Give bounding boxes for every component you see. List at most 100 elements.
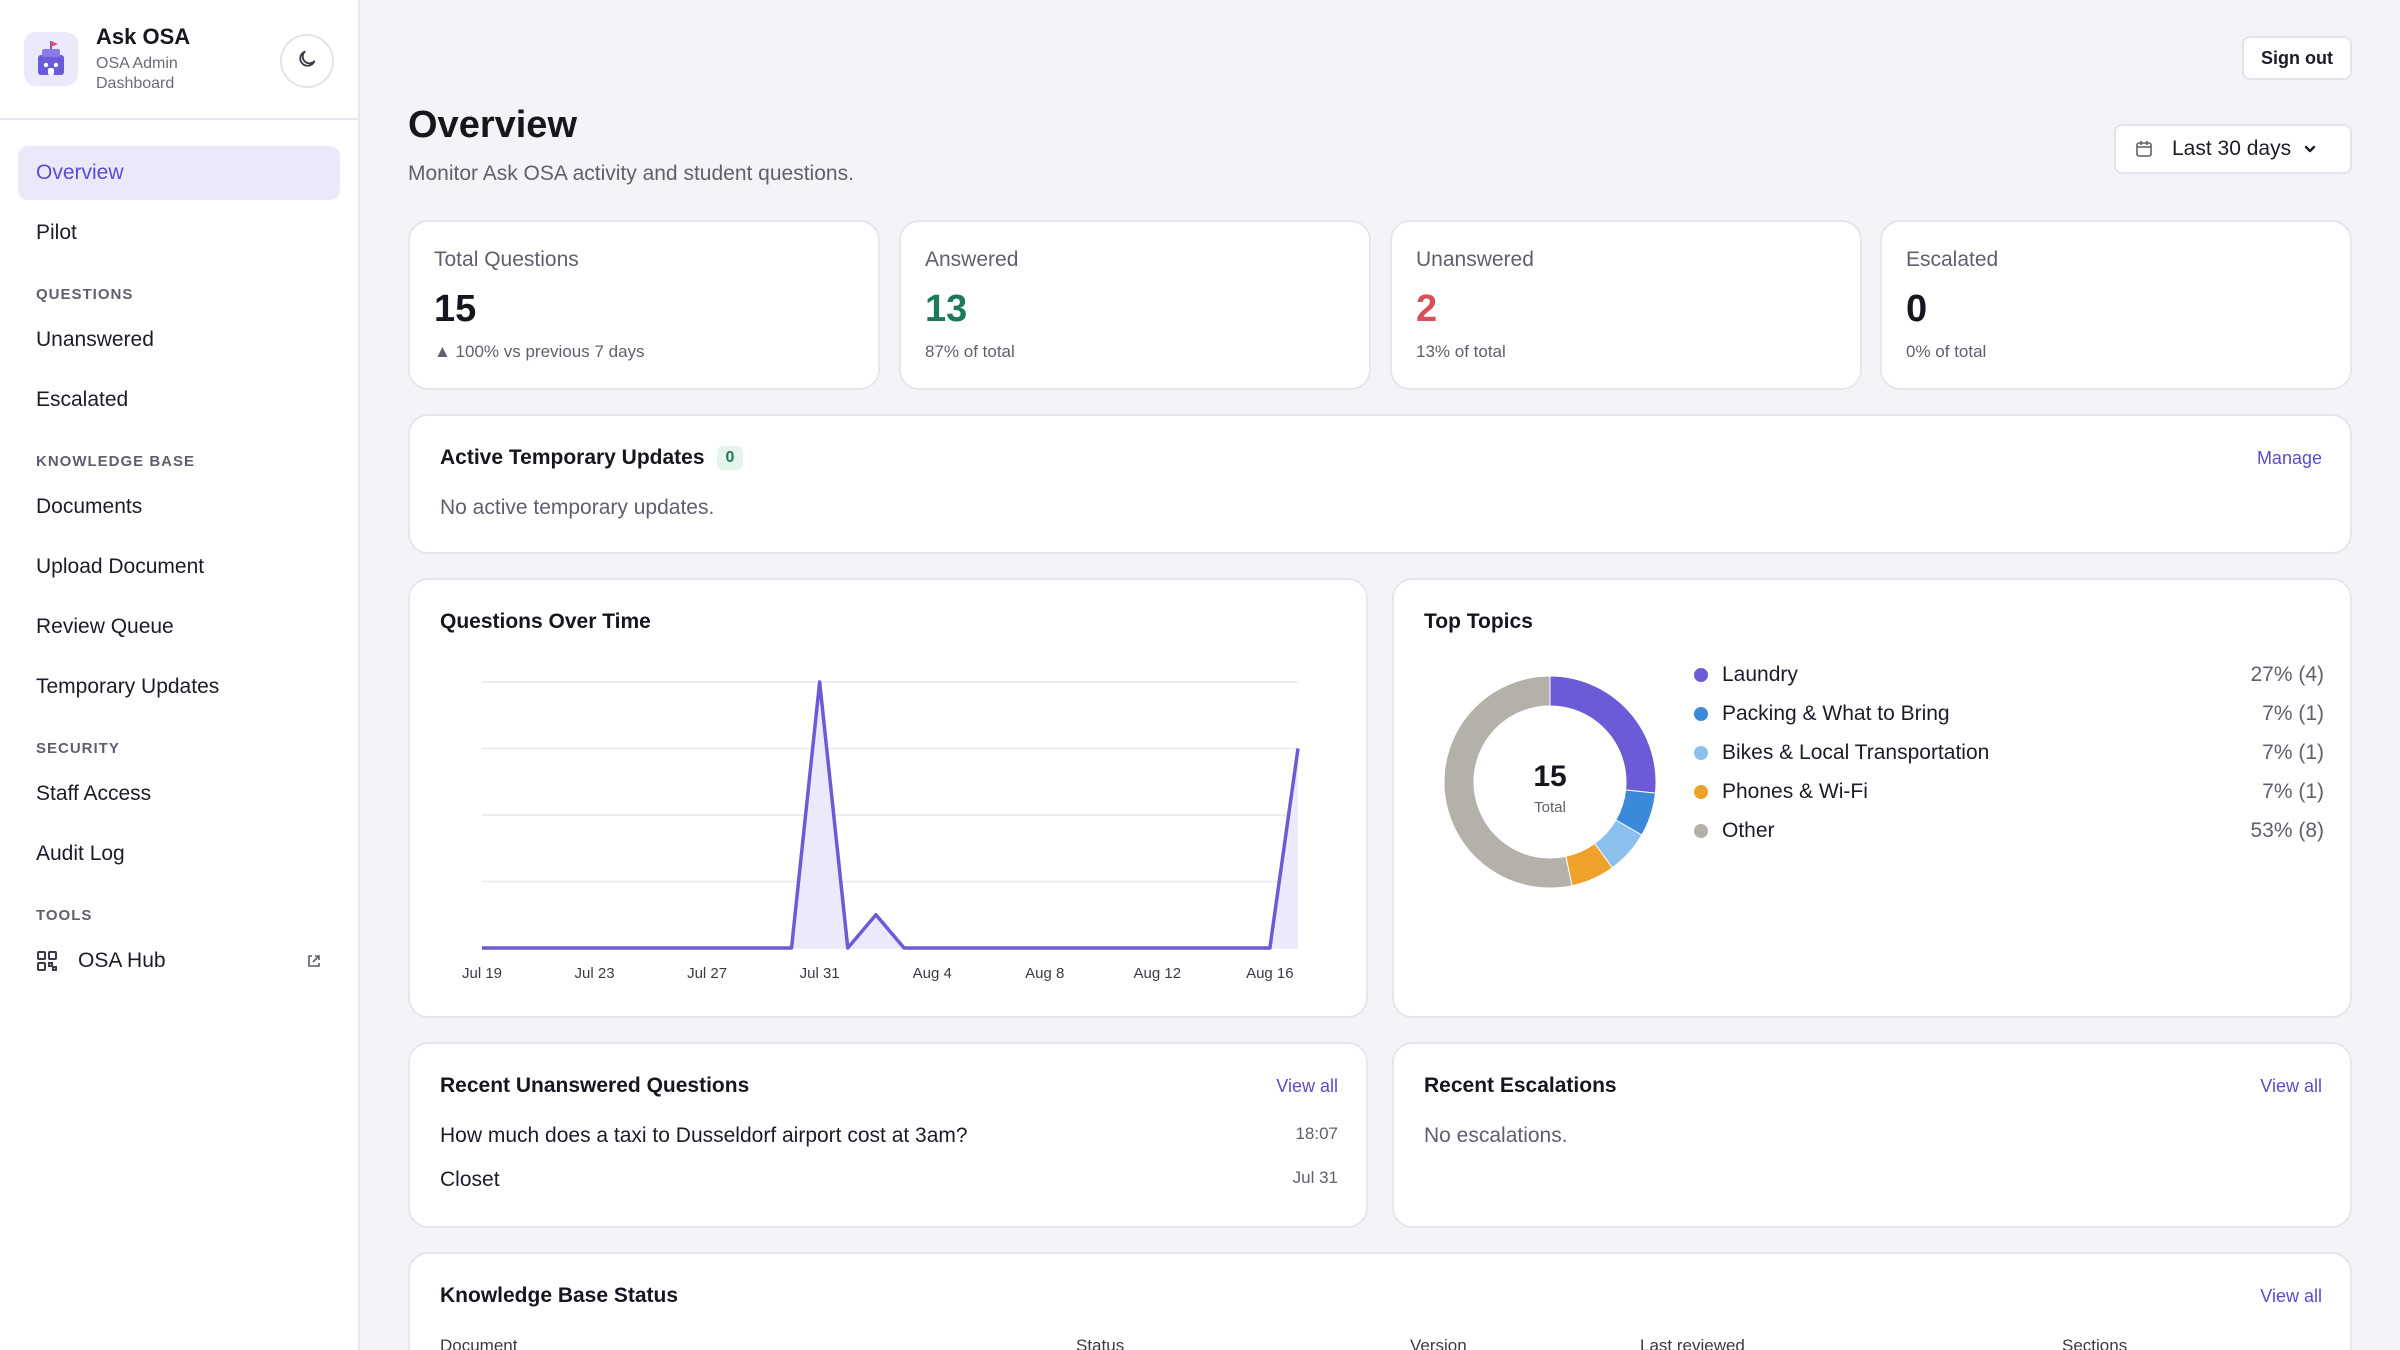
count-badge: 0 xyxy=(716,446,744,470)
top-topics-card: Top Topics 15 Total Laundry 27% (4) Packing… xyxy=(1392,578,2352,1018)
questions-over-time-card: Questions Over Time Jul 19 Jul 23 Jul 27 Ju… xyxy=(408,578,1368,1018)
sidebar-section-security: SECURITY xyxy=(36,740,120,757)
sidebar-nav: Overview Pilot QUESTIONS Unanswered Esca… xyxy=(0,120,358,988)
sidebar-item-label: Escalated xyxy=(36,388,129,411)
sidebar-item-upload-document[interactable]: Upload Document xyxy=(18,540,340,594)
legend-item: Packing & What to Bring 7% (1) xyxy=(1694,694,2324,733)
legend-dot xyxy=(1694,745,1708,760)
column-header-version[interactable]: Version xyxy=(1410,1336,1467,1350)
legend-label: Laundry xyxy=(1722,662,1798,686)
manage-link[interactable]: Manage xyxy=(2256,448,2322,468)
sidebar-item-documents[interactable]: Documents xyxy=(18,480,340,534)
sidebar-item-label: Overview xyxy=(36,161,124,184)
legend-label: Packing & What to Bring xyxy=(1722,701,1950,725)
x-tick-label: Aug 8 xyxy=(1025,965,1064,982)
stat-percent: 0% of total xyxy=(1906,342,1987,361)
sign-out-button[interactable]: Sign out xyxy=(2242,36,2352,80)
view-all-link[interactable]: View all xyxy=(2260,1076,2322,1096)
legend-value: 53% (8) xyxy=(2250,818,2324,842)
chart-title: Top Topics xyxy=(1424,610,1533,633)
sidebar-item-escalated[interactable]: Escalated xyxy=(18,373,340,427)
sidebar-item-review-queue[interactable]: Review Queue xyxy=(18,600,340,654)
card-title: Recent Unanswered Questions xyxy=(440,1074,750,1097)
sidebar-item-label: Staff Access xyxy=(36,782,152,805)
view-all-link[interactable]: View all xyxy=(1276,1076,1338,1096)
questions-line-chart: Jul 19 Jul 23 Jul 27 Jul 31 Aug 4 Aug 8 Aug 12… xyxy=(462,680,1300,982)
column-header-last-reviewed[interactable]: Last reviewed xyxy=(1640,1336,1745,1350)
column-header-status[interactable]: Status xyxy=(1076,1336,1125,1350)
sidebar-item-staff-access[interactable]: Staff Access xyxy=(18,767,340,821)
sidebar-item-audit-log[interactable]: Audit Log xyxy=(18,827,340,881)
temporary-updates-card: Active Temporary Updates 0 Manage No acti… xyxy=(408,414,2352,554)
legend-dot xyxy=(1694,823,1708,838)
column-header-document[interactable]: Document xyxy=(440,1336,518,1350)
recent-escalations-card: Recent Escalations View all No escalatio… xyxy=(1392,1042,2352,1228)
sidebar-item-pilot[interactable]: Pilot xyxy=(18,206,340,260)
sidebar-item-osa-hub[interactable]: OSA Hub xyxy=(18,934,340,988)
empty-state-text: No escalations. xyxy=(1424,1124,1568,1147)
legend-item: Laundry 27% (4) xyxy=(1694,655,2324,694)
app-subtitle: OSA Admin Dashboard xyxy=(96,55,178,92)
sidebar-item-label: OSA Hub xyxy=(78,949,166,972)
question-text: How much does a taxi to Dusseldorf airpo… xyxy=(440,1124,968,1147)
stat-label: Total Questions xyxy=(434,248,579,271)
stat-card-unanswered: Unanswered 2 13% of total xyxy=(1390,220,1862,390)
x-tick-label: Jul 27 xyxy=(687,965,727,982)
question-row[interactable]: Closet Jul 31 xyxy=(440,1168,1338,1192)
stat-value: 2 xyxy=(1416,288,1438,330)
topics-donut-chart: 15 Total xyxy=(1443,675,1657,889)
card-title: Recent Escalations xyxy=(1424,1074,1617,1097)
date-range-value: Last 30 days xyxy=(2172,137,2292,160)
column-header-sections[interactable]: Sections xyxy=(2062,1336,2128,1350)
stat-value: 0 xyxy=(1906,288,1928,330)
legend-value: 7% (1) xyxy=(2262,701,2324,725)
temporary-updates-title-text: Active Temporary Updates xyxy=(440,446,705,469)
x-tick-label: Jul 19 xyxy=(462,965,502,982)
series-line xyxy=(482,680,1300,950)
date-range-select[interactable]: Last 30 days xyxy=(2114,124,2352,174)
external-link-icon xyxy=(306,953,322,969)
sidebar-item-overview[interactable]: Overview xyxy=(18,146,340,200)
sidebar-section-questions: QUESTIONS xyxy=(36,286,134,303)
question-time: 18:07 xyxy=(1295,1124,1338,1143)
stat-percent: 87% of total xyxy=(925,342,1015,361)
sidebar-item-label: Upload Document xyxy=(36,555,205,578)
stat-card-escalated: Escalated 0 0% of total xyxy=(1880,220,2352,390)
sidebar-item-unanswered[interactable]: Unanswered xyxy=(18,313,340,367)
temporary-updates-title: Active Temporary Updates 0 xyxy=(440,446,744,470)
x-tick-label: Aug 16 xyxy=(1246,965,1294,982)
page-title: Overview xyxy=(408,104,577,146)
stat-value: 15 xyxy=(434,288,477,330)
sidebar-item-temporary-updates[interactable]: Temporary Updates xyxy=(18,660,340,714)
legend-item: Phones & Wi-Fi 7% (1) xyxy=(1694,772,2324,811)
stat-label: Unanswered xyxy=(1416,248,1534,271)
donut-center-value: 15 xyxy=(1533,760,1566,793)
legend-item: Bikes & Local Transportation 7% (1) xyxy=(1694,733,2324,772)
chart-title: Questions Over Time xyxy=(440,610,651,633)
sidebar-item-label: Documents xyxy=(36,495,143,518)
view-all-link[interactable]: View all xyxy=(2260,1286,2322,1306)
stat-trend: ▲ 100% vs previous 7 days xyxy=(434,342,645,361)
x-tick-label: Jul 23 xyxy=(575,965,615,982)
card-title: Knowledge Base Status xyxy=(440,1284,679,1307)
stat-value: 13 xyxy=(925,288,968,330)
x-tick-label: Jul 31 xyxy=(800,965,840,982)
legend-dot xyxy=(1694,706,1708,721)
sidebar-section-tools: TOOLS xyxy=(36,907,93,924)
theme-toggle-button[interactable] xyxy=(280,34,334,88)
page-subtitle: Monitor Ask OSA activity and student que… xyxy=(408,162,854,185)
sidebar-item-label: Unanswered xyxy=(36,328,154,351)
question-time: Jul 31 xyxy=(1292,1168,1338,1187)
question-text: Closet xyxy=(440,1168,500,1191)
stat-card-answered: Answered 13 87% of total xyxy=(899,220,1371,390)
x-tick-label: Aug 4 xyxy=(913,965,952,982)
stat-label: Escalated xyxy=(1906,248,1999,271)
legend-dot xyxy=(1694,784,1708,799)
question-row[interactable]: How much does a taxi to Dusseldorf airpo… xyxy=(440,1124,1338,1148)
stat-percent: 13% of total xyxy=(1416,342,1506,361)
knowledge-base-status-card: Knowledge Base Status View all Document … xyxy=(408,1252,2352,1350)
sidebar-item-label: Pilot xyxy=(36,221,77,244)
legend-label: Bikes & Local Transportation xyxy=(1722,740,1990,764)
legend-label: Phones & Wi-Fi xyxy=(1722,779,1868,803)
castle-logo-icon xyxy=(24,32,78,86)
